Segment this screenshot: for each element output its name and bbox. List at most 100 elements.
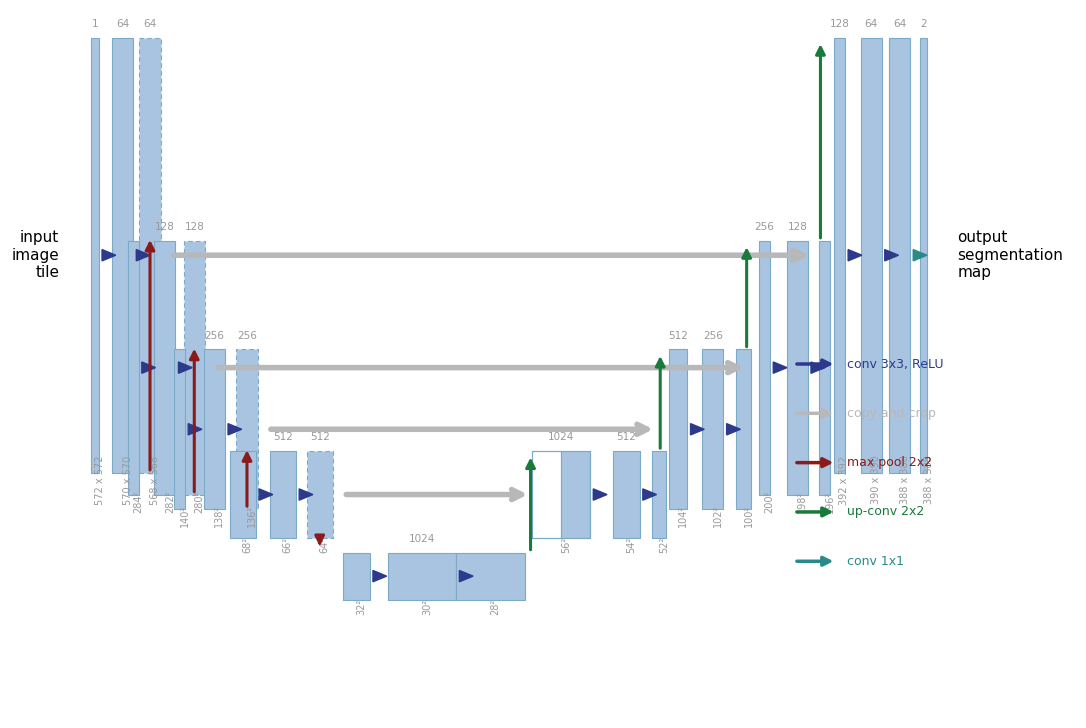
Text: copy and crop: copy and crop <box>847 407 936 420</box>
Text: 280²: 280² <box>194 491 204 513</box>
Text: 64: 64 <box>116 19 129 29</box>
Text: 2: 2 <box>921 19 927 29</box>
Text: 568 x 568: 568 x 568 <box>150 456 160 505</box>
Text: 388 x 388: 388 x 388 <box>899 456 909 505</box>
Bar <box>237 349 257 509</box>
Polygon shape <box>885 250 898 261</box>
Bar <box>112 38 134 472</box>
Polygon shape <box>691 424 704 435</box>
Text: max pool 2x2: max pool 2x2 <box>847 456 932 469</box>
Bar <box>91 38 99 472</box>
Polygon shape <box>459 571 473 582</box>
Text: 128: 128 <box>185 222 204 232</box>
Text: 392 x 392: 392 x 392 <box>839 456 849 505</box>
Text: 512: 512 <box>617 432 636 443</box>
Bar <box>614 451 640 538</box>
Bar <box>269 451 296 538</box>
Bar <box>561 451 590 538</box>
Text: up-conv 2x2: up-conv 2x2 <box>847 505 924 518</box>
Text: 256: 256 <box>237 331 257 341</box>
Text: 32²: 32² <box>356 599 367 615</box>
Text: 512: 512 <box>310 432 330 443</box>
Text: 1024: 1024 <box>548 432 574 443</box>
Polygon shape <box>142 362 155 373</box>
Polygon shape <box>643 489 657 500</box>
Text: 56²: 56² <box>561 537 571 553</box>
Text: conv 1x1: conv 1x1 <box>847 555 904 568</box>
Text: 64: 64 <box>143 19 156 29</box>
Text: 128: 128 <box>155 222 175 232</box>
Polygon shape <box>848 250 862 261</box>
Polygon shape <box>811 362 824 373</box>
Text: 64: 64 <box>893 19 906 29</box>
Bar <box>456 553 525 600</box>
Bar <box>736 349 750 509</box>
Text: conv 3x3, ReLU: conv 3x3, ReLU <box>847 357 944 371</box>
Text: 52²: 52² <box>659 537 669 553</box>
Text: 512: 512 <box>668 331 689 341</box>
Bar <box>652 451 667 538</box>
Bar <box>532 451 590 538</box>
Polygon shape <box>913 250 927 261</box>
Text: output
segmentation
map: output segmentation map <box>958 230 1063 280</box>
Text: 284²: 284² <box>134 491 143 513</box>
Text: 570 x 570: 570 x 570 <box>123 456 132 505</box>
Text: 128: 128 <box>787 222 807 232</box>
Polygon shape <box>188 424 202 435</box>
Bar <box>306 451 333 538</box>
Bar <box>127 241 139 494</box>
Bar <box>229 451 256 538</box>
Bar <box>343 553 370 600</box>
Polygon shape <box>178 362 192 373</box>
Text: 572 x 572: 572 x 572 <box>96 455 105 505</box>
Text: 68²: 68² <box>243 537 253 553</box>
Text: 64²: 64² <box>319 537 330 553</box>
Bar <box>204 349 225 509</box>
Polygon shape <box>228 424 242 435</box>
Text: 200²: 200² <box>765 491 774 513</box>
Polygon shape <box>773 362 787 373</box>
Text: 1: 1 <box>92 19 99 29</box>
Text: 390 x 390: 390 x 390 <box>871 456 881 505</box>
Bar <box>920 38 927 472</box>
Polygon shape <box>102 250 116 261</box>
Polygon shape <box>727 424 741 435</box>
Polygon shape <box>593 489 607 500</box>
Bar <box>174 349 185 509</box>
Polygon shape <box>260 489 273 500</box>
Text: 54²: 54² <box>627 537 636 553</box>
Polygon shape <box>372 571 387 582</box>
Text: 282²: 282² <box>165 491 175 513</box>
Bar <box>759 241 770 494</box>
Text: 30²: 30² <box>422 599 432 615</box>
Text: 198²: 198² <box>797 491 807 513</box>
Bar <box>703 349 723 509</box>
Bar <box>388 553 456 600</box>
Bar <box>669 349 687 509</box>
Text: 256: 256 <box>204 331 224 341</box>
Bar <box>819 241 830 494</box>
Text: 256: 256 <box>703 331 723 341</box>
Bar <box>154 241 175 494</box>
Text: 128: 128 <box>830 19 849 29</box>
Text: 100²: 100² <box>744 505 754 527</box>
Text: 136²: 136² <box>247 505 257 527</box>
Polygon shape <box>299 489 313 500</box>
Polygon shape <box>137 250 150 261</box>
Bar <box>184 241 205 494</box>
Bar <box>860 38 882 472</box>
Text: 66²: 66² <box>282 537 293 553</box>
Text: 256: 256 <box>755 222 774 232</box>
Text: 64: 64 <box>864 19 877 29</box>
Text: 102²: 102² <box>712 505 723 528</box>
Bar <box>834 38 845 472</box>
Text: 388 x 388: 388 x 388 <box>924 456 934 505</box>
Text: 104²: 104² <box>678 505 689 527</box>
Text: 28²: 28² <box>491 599 501 615</box>
Text: input
image
tile: input image tile <box>12 230 60 280</box>
Bar <box>139 38 161 472</box>
Text: 138²: 138² <box>214 505 225 527</box>
Text: 196²: 196² <box>824 491 835 513</box>
Text: 1024: 1024 <box>408 534 435 544</box>
Bar <box>786 241 808 494</box>
